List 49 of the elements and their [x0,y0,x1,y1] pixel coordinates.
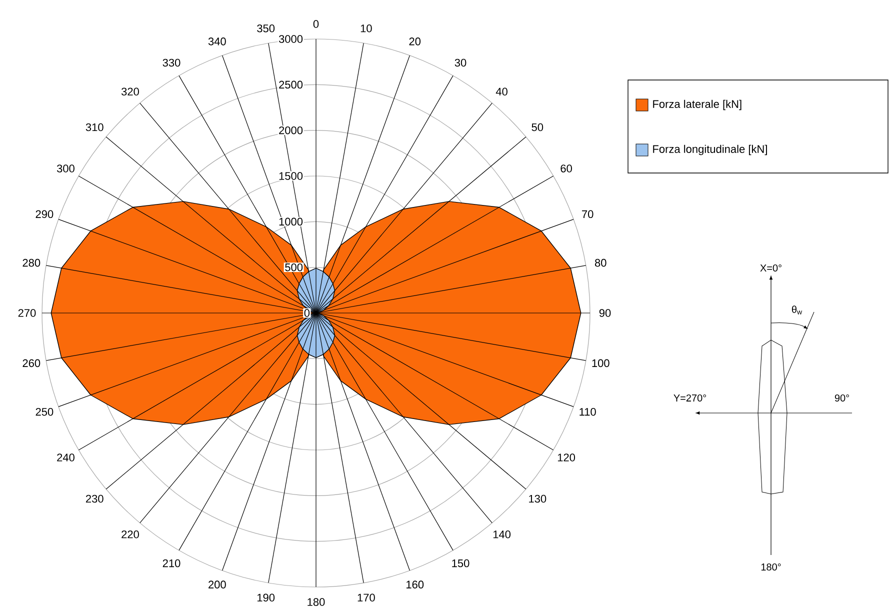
text: X=0° [760,264,782,272]
spoke-label: 300 [56,164,74,172]
spoke-label: 350 [257,24,275,32]
spoke-label: 260 [22,359,40,368]
spoke-label: 130 [529,494,546,503]
spoke-label: 100 [592,359,610,368]
spoke-label: 270 [18,309,36,317]
spoke-label: 80 [594,258,606,267]
spoke-label: 310 [86,123,104,132]
spoke-label: 320 [121,88,139,96]
spoke-label: 240 [57,454,74,462]
spoke-label: 0 [313,20,319,28]
spoke-label: 190 [257,594,275,602]
legend-label: Forza laterale [kN] [653,100,742,110]
text: 180° [761,563,781,571]
spoke-label: 120 [558,454,576,462]
spoke-label: 200 [208,580,226,588]
text: θ$_{w}$ [792,306,802,314]
spoke-label: 90 [599,309,611,317]
spoke-label: 170 [358,594,375,602]
spoke-label: 30 [454,58,466,67]
spoke-label: 330 [162,58,180,67]
spoke-label: 210 [162,559,180,568]
y-tick-label: 1500 [279,172,303,180]
y-tick-label: 2500 [279,80,303,89]
spoke-label: 180 [308,598,325,606]
spoke-label: 230 [86,494,104,503]
spoke-label: 140 [493,530,511,538]
spoke-label: 50 [532,123,544,132]
spoke-label: 70 [582,210,594,218]
text: Y=270° [674,394,706,402]
legend-label: Forza longitudinale [kN] [653,144,767,156]
spoke-label: 150 [452,559,470,568]
spoke-label: 290 [36,210,54,218]
spoke-label: 40 [496,88,508,96]
y-tick-label: 3000 [278,35,303,43]
spoke-label: 340 [208,38,226,46]
spoke-label: 220 [122,530,139,538]
spoke-label: 20 [409,38,421,46]
spoke-label: 280 [22,258,40,267]
spoke-label: 110 [580,408,596,416]
spoke-label: 250 [36,408,54,416]
spoke-label: 10 [360,24,372,32]
spoke-label: 60 [560,164,572,172]
text: 90° [834,394,849,402]
y-tick-label: 500 [285,263,303,272]
y-tick-label: 1000 [279,218,303,226]
spoke-label: 160 [406,580,424,588]
y-tick-label: 2000 [279,126,303,134]
